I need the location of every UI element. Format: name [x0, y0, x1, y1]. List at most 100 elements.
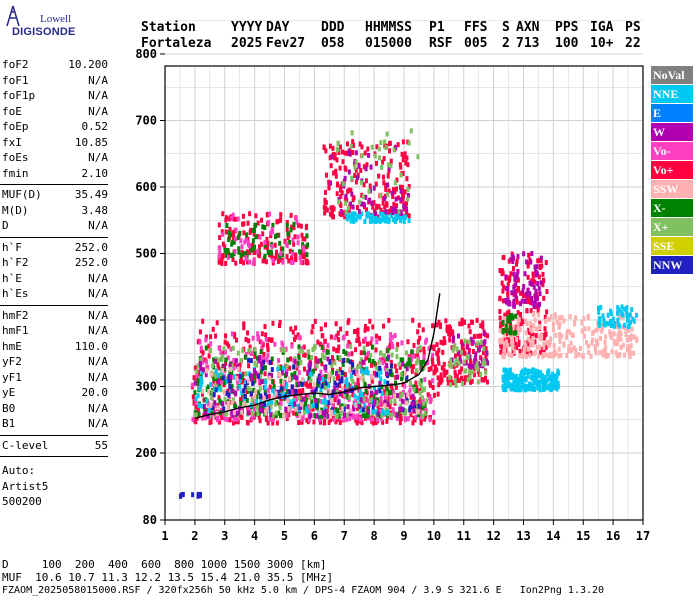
data-point: [337, 199, 341, 205]
data-point: [358, 389, 362, 395]
data-point: [393, 363, 397, 369]
data-point: [254, 389, 258, 395]
data-point: [342, 406, 346, 412]
data-point: [534, 326, 538, 332]
data-point: [389, 158, 393, 164]
data-point: [471, 363, 475, 369]
data-point: [313, 413, 317, 419]
data-point: [394, 374, 398, 380]
data-point: [279, 212, 283, 218]
param-value: 20.0: [81, 386, 109, 399]
data-point: [229, 412, 233, 418]
data-point: [442, 361, 446, 367]
data-point: [522, 284, 526, 290]
data-point: [621, 342, 625, 348]
data-point: [355, 418, 359, 424]
data-point: [426, 392, 430, 398]
data-point: [216, 357, 220, 363]
data-point: [453, 369, 457, 375]
data-point: [358, 341, 362, 347]
data-point: [278, 394, 282, 400]
data-point: [297, 344, 301, 350]
data-point: [447, 331, 451, 337]
data-point: [463, 375, 467, 381]
data-point: [357, 404, 361, 410]
data-point: [241, 213, 245, 219]
data-point: [383, 139, 387, 145]
data-point: [297, 420, 301, 426]
y-tick-label: 400: [135, 313, 157, 327]
data-point: [209, 412, 213, 418]
data-point: [378, 401, 382, 407]
data-point: [353, 164, 357, 170]
data-point: [310, 355, 314, 361]
data-point: [291, 388, 295, 394]
data-point: [346, 394, 350, 400]
data-point: [538, 301, 542, 307]
data-point: [337, 399, 341, 405]
data-point: [279, 378, 283, 384]
data-point: [333, 155, 337, 161]
data-point: [516, 268, 520, 274]
data-point: [358, 416, 362, 422]
data-point: [248, 250, 252, 256]
data-point: [510, 336, 514, 342]
data-point: [220, 257, 224, 263]
data-point: [319, 326, 323, 332]
data-point: [206, 365, 210, 371]
data-point: [195, 368, 199, 374]
data-point: [339, 193, 343, 199]
data-point: [382, 156, 386, 162]
data-point: [597, 322, 601, 328]
data-point: [209, 394, 213, 400]
data-point: [352, 406, 356, 412]
legend-item-w: W: [651, 123, 693, 141]
data-point: [451, 347, 455, 353]
data-point: [334, 370, 338, 376]
x-tick-label: 7: [341, 529, 348, 543]
data-point: [324, 400, 328, 406]
data-point: [467, 323, 471, 329]
data-point: [239, 238, 243, 244]
data-point: [247, 406, 251, 412]
data-point: [383, 365, 387, 371]
data-point: [542, 335, 546, 341]
data-point: [224, 399, 228, 405]
data-point: [401, 398, 405, 404]
data-point: [205, 359, 209, 365]
data-point: [390, 372, 394, 378]
data-point: [404, 160, 408, 166]
data-point: [255, 362, 259, 368]
data-point: [284, 346, 288, 352]
data-point: [552, 352, 556, 358]
data-point: [335, 157, 339, 163]
data-point: [409, 128, 413, 134]
data-point: [299, 395, 303, 401]
data-point: [522, 374, 526, 380]
data-point: [260, 361, 264, 367]
data-point: [476, 340, 480, 346]
data-point: [280, 370, 284, 376]
clevel-row: C-level 55: [2, 439, 108, 453]
data-point: [331, 369, 335, 375]
data-point: [513, 276, 517, 282]
legend-item-vo-: Vo-: [651, 142, 693, 160]
data-point: [323, 355, 327, 361]
header-label-0: Station: [141, 20, 196, 35]
data-point: [539, 334, 543, 340]
data-point: [506, 297, 510, 303]
data-point: [506, 342, 510, 348]
data-point: [230, 400, 234, 406]
data-point: [531, 311, 535, 317]
data-point: [232, 239, 236, 245]
data-point: [536, 372, 540, 378]
param-value: N/A: [88, 89, 108, 102]
data-point: [537, 334, 541, 340]
data-point: [412, 342, 416, 348]
data-point: [246, 378, 250, 384]
data-point: [396, 342, 400, 348]
data-point: [419, 407, 423, 413]
data-point: [234, 358, 238, 364]
data-point: [216, 372, 220, 378]
data-point: [327, 400, 331, 406]
